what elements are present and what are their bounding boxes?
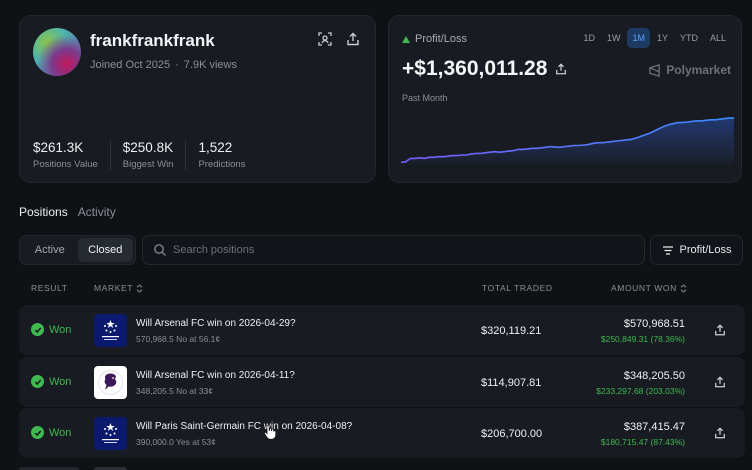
range-ytd-button[interactable]: YTD [679,33,698,43]
status-toggle: Active Closed [19,235,136,265]
pnl-area [401,118,734,164]
total-traded: $114,907.81 [481,377,542,389]
gain-value: $233,297.68 (203.03%) [596,386,685,396]
range-1d-button[interactable]: 1D [583,33,595,43]
pnl-value: +$1,360,011.28 [402,57,548,80]
range-1w-button[interactable]: 1W [606,33,621,43]
joined-date: Joined Oct 2025 [90,59,171,71]
filter-closed-button[interactable]: Closed [77,238,133,262]
result-label: Won [49,426,72,439]
header-traded-label: TOTAL TRADED [482,283,553,293]
range-1y-button[interactable]: 1Y [656,33,668,43]
period-label: Past Month [402,93,448,103]
meta-separator: · [175,59,179,71]
thumb-partial [94,467,127,470]
premier-league-logo [94,366,127,399]
pnl-line [401,117,734,164]
table-row[interactable]: Won Will Paris Saint-Germain FC win on 20… [19,408,745,458]
header-market-label: MARKET [94,283,134,293]
stat-value: $250.8K [122,140,174,155]
sort-lines-icon [662,245,673,255]
share-icon[interactable] [714,426,727,439]
stat-predictions: 1,522 Predictions [198,140,257,170]
total-traded: $320,119.21 [481,325,542,337]
stat-value: $261.3K [33,140,84,155]
result-label: Won [49,323,72,336]
views-count: 7.9K views [183,59,237,71]
tab-activity[interactable]: Activity [77,205,116,219]
gain-value: $250,849.31 (78.36%) [600,334,685,344]
stat-positions-value: $261.3K Positions Value [33,140,111,170]
stat-label: Predictions [198,159,246,170]
range-all-button[interactable]: ALL [709,33,726,43]
username: frankfrankfrank [90,31,215,50]
brand-name: Polymarket [666,63,731,77]
share-icon[interactable] [714,375,727,388]
table-row[interactable]: Won Will Arsenal FC win on 2026-04-11? 348… [19,357,745,407]
sort-profit-loss-button[interactable]: Profit/Loss [650,235,743,265]
market-title[interactable]: Will Paris Saint-Germain FC win on 2026-… [136,421,353,432]
polymarket-logo-icon [649,63,661,77]
section-tabs: Positions Activity [19,205,116,219]
pnl-header: Profit/Loss [402,33,467,45]
amount-won: $348,205.50 [623,370,685,382]
champions-league-logo [94,314,127,347]
position-detail: 390,000.0 Yes at 53¢ [136,437,216,447]
check-circle-icon [31,375,44,388]
header-amount-won[interactable]: AMOUNT WON [611,283,687,293]
stat-label: Positions Value [33,159,98,170]
result-badge: Won [31,426,71,439]
avatar[interactable] [33,28,81,76]
pnl-value-row: +$1,360,011.28 [402,57,567,81]
search-icon [154,244,166,256]
profile-meta: Joined Oct 2025 · 7.9K views [90,59,237,71]
header-won-label: AMOUNT WON [611,283,677,293]
header-total-traded: TOTAL TRADED [482,283,553,293]
position-detail: 570,968.5 No at 56.1¢ [136,334,221,344]
result-badge: Won [31,323,71,336]
share-icon[interactable] [714,323,727,336]
header-result: RESULT [31,283,68,293]
scan-icon[interactable] [318,32,336,50]
check-circle-icon [31,426,44,439]
polymarket-brand: Polymarket [648,63,731,77]
sort-updown-icon [680,283,687,293]
pnl-label: Profit/Loss [415,33,467,45]
header-result-label: RESULT [31,283,68,293]
share-icon[interactable] [555,63,567,75]
check-circle-icon [31,323,44,336]
market-title[interactable]: Will Arsenal FC win on 2026-04-11? [136,370,295,381]
range-1m-button[interactable]: 1M [627,28,650,48]
share-icon[interactable] [346,32,364,50]
market-title[interactable]: Will Arsenal FC win on 2026-04-29? [136,318,296,329]
pnl-card: Profit/Loss 1D 1W 1M 1Y YTD ALL +$1,360,011.2… [388,15,742,183]
position-detail: 348,205.5 No at 33¢ [136,386,214,396]
result-label: Won [49,375,72,388]
profile-stats: $261.3K Positions Value $250.8K Biggest … [33,140,269,170]
champions-league-logo [94,417,127,450]
stat-biggest-win: $250.8K Biggest Win [123,140,187,170]
header-market[interactable]: MARKET [94,283,143,293]
search-input[interactable] [173,236,633,264]
total-traded: $206,700.00 [481,428,543,440]
hand-cursor-icon [264,424,277,440]
amount-won: $387,415.47 [623,421,685,433]
table-row-partial [19,467,79,470]
pnl-chart [401,117,734,164]
gain-value: $180,715.47 (87.43%) [600,437,685,447]
stat-value: 1,522 [198,140,233,155]
up-arrow-icon [402,35,410,43]
sort-updown-icon [136,283,143,293]
table-row[interactable]: Won Will Arsenal FC win on 2026-04-29? 570… [19,305,745,355]
sort-label: Profit/Loss [679,244,732,256]
tab-positions[interactable]: Positions [19,205,68,219]
amount-won: $570,968.51 [623,318,685,330]
search-box [142,235,645,265]
stat-label: Biggest Win [122,159,174,170]
filter-active-button[interactable]: Active [34,244,65,256]
result-badge: Won [31,375,71,388]
profile-card: frankfrankfrank Joined Oct 2025 · 7.9K vie… [19,15,376,183]
range-selector: 1D 1W 1M 1Y YTD ALL [578,28,731,48]
